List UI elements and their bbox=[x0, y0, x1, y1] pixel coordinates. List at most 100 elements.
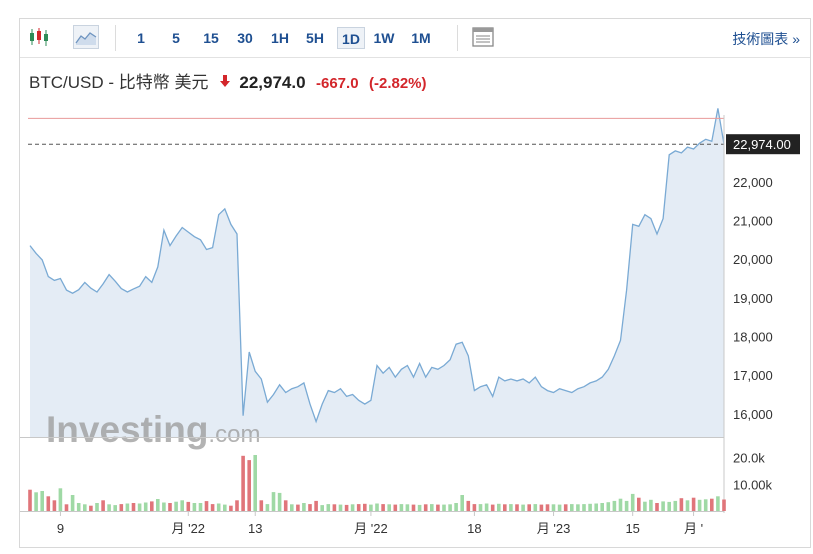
volume-bar bbox=[387, 504, 391, 511]
volume-bar bbox=[497, 503, 501, 511]
area-chart-icon[interactable] bbox=[73, 25, 99, 49]
x-tick-label: 15 bbox=[625, 521, 639, 536]
interval-button-30[interactable]: 30 bbox=[237, 30, 253, 46]
volume-bar bbox=[131, 503, 136, 511]
volume-bar bbox=[332, 504, 337, 511]
volume-bar bbox=[338, 504, 343, 511]
volume-bar bbox=[174, 501, 178, 511]
volume-bar bbox=[143, 502, 148, 511]
volume-bar bbox=[588, 503, 592, 511]
volume-bar bbox=[570, 504, 574, 511]
volume-bar bbox=[637, 497, 641, 511]
y-tick-label: 16,000 bbox=[733, 407, 773, 422]
price-area bbox=[30, 108, 724, 438]
volume-bar bbox=[381, 504, 385, 511]
volume-bar bbox=[162, 502, 166, 511]
volume-bar bbox=[557, 504, 562, 511]
volume-bar bbox=[180, 500, 184, 511]
y-tick-label: 19,000 bbox=[733, 291, 773, 306]
volume-bar bbox=[369, 504, 373, 511]
volume-bar bbox=[216, 503, 221, 511]
volume-bar bbox=[594, 503, 598, 511]
volume-bar bbox=[710, 498, 714, 511]
volume-bar bbox=[697, 499, 702, 511]
volume-bar bbox=[229, 505, 233, 511]
volume-bar bbox=[545, 504, 550, 511]
volume-tick-label: 20.0k bbox=[733, 451, 765, 466]
interval-button-1h[interactable]: 1H bbox=[271, 30, 289, 46]
volume-bar bbox=[113, 505, 117, 511]
toolbar-separator bbox=[115, 25, 116, 51]
volume-bar bbox=[34, 492, 38, 511]
volume-bar bbox=[363, 503, 367, 511]
volume-bar bbox=[679, 498, 684, 511]
interval-button-1[interactable]: 1 bbox=[137, 30, 145, 46]
quote-header: BTC/USD - 比特幣 美元 22,974.0 -667.0 (-2.82%… bbox=[29, 69, 427, 97]
interval-button-1w[interactable]: 1W bbox=[373, 30, 395, 46]
volume-bar bbox=[521, 504, 525, 511]
watermark-logo: Investing.com bbox=[46, 409, 260, 450]
volume-bar bbox=[296, 504, 300, 511]
volume-bar bbox=[466, 500, 471, 511]
last-price: 22,974.0 bbox=[239, 73, 306, 92]
interval-button-1m[interactable]: 1M bbox=[411, 30, 431, 46]
volume-bar bbox=[223, 504, 227, 511]
volume-bar bbox=[442, 504, 446, 511]
y-tick-label: 20,000 bbox=[733, 252, 773, 267]
volume-bar bbox=[265, 504, 270, 511]
interval-button-5h[interactable]: 5H bbox=[306, 30, 324, 46]
volume-bar bbox=[283, 500, 288, 511]
price-change-pct: (-2.82%) bbox=[369, 75, 427, 92]
volume-bar bbox=[350, 504, 355, 511]
volume-bar bbox=[539, 504, 544, 511]
volume-bar bbox=[64, 504, 69, 511]
volume-bar bbox=[101, 500, 105, 511]
volume-bar bbox=[204, 501, 209, 511]
volume-bar bbox=[156, 499, 160, 511]
volume-bar bbox=[375, 503, 379, 511]
interval-button-1d[interactable]: 1D bbox=[337, 27, 365, 49]
volume-bar bbox=[624, 500, 629, 511]
volume-bar bbox=[150, 501, 154, 511]
price-change: -667.0 bbox=[316, 75, 359, 92]
layout-icon[interactable] bbox=[470, 25, 496, 49]
volume-bar bbox=[430, 504, 434, 511]
volume-bar bbox=[673, 500, 678, 511]
volume-bar bbox=[551, 504, 556, 511]
volume-bar bbox=[490, 504, 495, 511]
volume-bar bbox=[667, 501, 671, 511]
y-tick-label: 21,000 bbox=[733, 214, 773, 229]
volume-bar bbox=[198, 503, 203, 511]
volume-bar bbox=[52, 500, 57, 511]
volume-bar bbox=[618, 498, 623, 511]
x-tick-label: 13 bbox=[248, 521, 262, 536]
y-tick-label: 22,000 bbox=[733, 175, 773, 190]
volume-bar bbox=[478, 504, 483, 511]
volume-bar bbox=[563, 504, 568, 511]
volume-bar bbox=[192, 503, 197, 511]
y-tick-label: 18,000 bbox=[733, 329, 773, 344]
volume-bar bbox=[399, 504, 404, 511]
volume-bar bbox=[58, 488, 63, 511]
volume-bar bbox=[411, 504, 416, 511]
candlestick-icon[interactable] bbox=[26, 25, 52, 49]
volume-bar bbox=[661, 501, 665, 511]
volume-bar bbox=[472, 504, 477, 511]
volume-bar bbox=[454, 503, 458, 511]
volume-bar bbox=[393, 504, 398, 511]
volume-bar bbox=[186, 501, 191, 511]
x-tick-label: 月 '22 bbox=[354, 521, 388, 536]
volume-bar bbox=[691, 497, 696, 511]
technical-chart-link[interactable]: 技術圖表 » bbox=[732, 31, 800, 47]
volume-tick-label: 10.00k bbox=[733, 477, 773, 492]
volume-bar bbox=[643, 501, 647, 511]
volume-bar bbox=[533, 504, 538, 511]
interval-button-15[interactable]: 15 bbox=[203, 30, 219, 46]
interval-button-5[interactable]: 5 bbox=[172, 30, 180, 46]
volume-bar bbox=[326, 504, 331, 511]
down-arrow-icon bbox=[219, 70, 231, 98]
volume-bar bbox=[253, 455, 257, 511]
volume-bar bbox=[655, 503, 659, 511]
volume-bar bbox=[606, 502, 611, 511]
volume-bar bbox=[95, 503, 99, 511]
